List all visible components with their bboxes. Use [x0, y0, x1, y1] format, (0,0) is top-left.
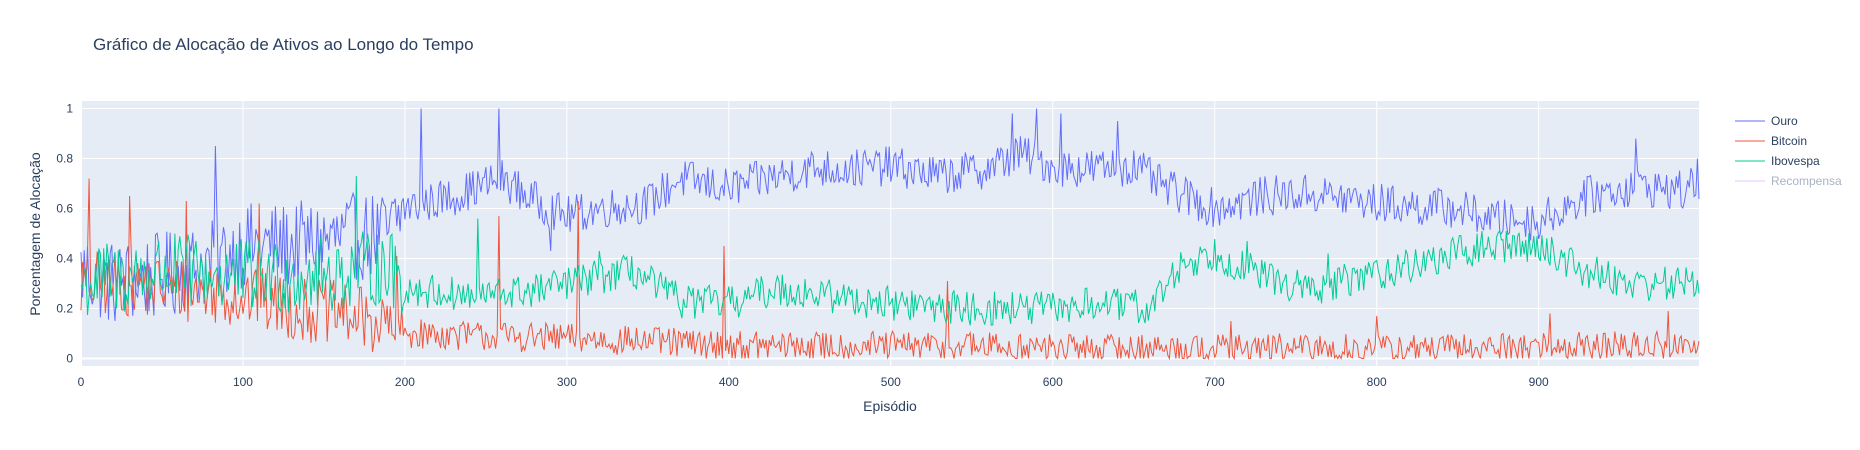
- x-tick-label: 100: [233, 375, 253, 389]
- x-tick-label: 900: [1529, 375, 1549, 389]
- y-tick-label: 1: [66, 102, 73, 116]
- legend-item-ouro[interactable]: Ouro: [1735, 114, 1798, 128]
- y-tick-labels: 0 0.2 0.4 0.6 0.8 1: [56, 102, 73, 366]
- legend-label: Ouro: [1771, 114, 1798, 128]
- y-tick-label: 0.6: [56, 202, 73, 216]
- legend[interactable]: Ouro Bitcoin Ibovespa Recompensa: [1735, 114, 1842, 188]
- x-axis-title: Episódio: [863, 398, 917, 414]
- legend-label: Bitcoin: [1771, 134, 1807, 148]
- y-tick-label: 0.2: [56, 302, 73, 316]
- x-tick-label: 500: [881, 375, 901, 389]
- x-tick-labels: 0 100 200 300 400 500 600 700 800 900: [78, 375, 1549, 389]
- series-lines[interactable]: [80, 108, 1700, 361]
- y-tick-label: 0: [66, 352, 73, 366]
- y-axis-title: Porcentagem de Alocação: [27, 152, 43, 316]
- series-line-ouro[interactable]: [80, 108, 1700, 321]
- series-line-bitcoin[interactable]: [80, 178, 1700, 361]
- legend-item-bitcoin[interactable]: Bitcoin: [1735, 134, 1807, 148]
- legend-label: Ibovespa: [1771, 154, 1820, 168]
- x-tick-label: 300: [557, 375, 577, 389]
- legend-label: Recompensa: [1771, 174, 1842, 188]
- y-tick-label: 0.4: [56, 252, 73, 266]
- y-tick-label: 0.8: [56, 152, 73, 166]
- x-tick-label: 200: [395, 375, 415, 389]
- x-tick-label: 600: [1043, 375, 1063, 389]
- x-tick-label: 400: [719, 375, 739, 389]
- series-line-ibovespa[interactable]: [80, 175, 1700, 326]
- x-tick-label: 0: [78, 375, 85, 389]
- legend-item-ibovespa[interactable]: Ibovespa: [1735, 154, 1820, 168]
- x-tick-label: 700: [1205, 375, 1225, 389]
- legend-item-recompensa[interactable]: Recompensa: [1735, 174, 1842, 188]
- x-tick-label: 800: [1367, 375, 1387, 389]
- chart-title: Gráfico de Alocação de Ativos ao Longo d…: [93, 35, 474, 54]
